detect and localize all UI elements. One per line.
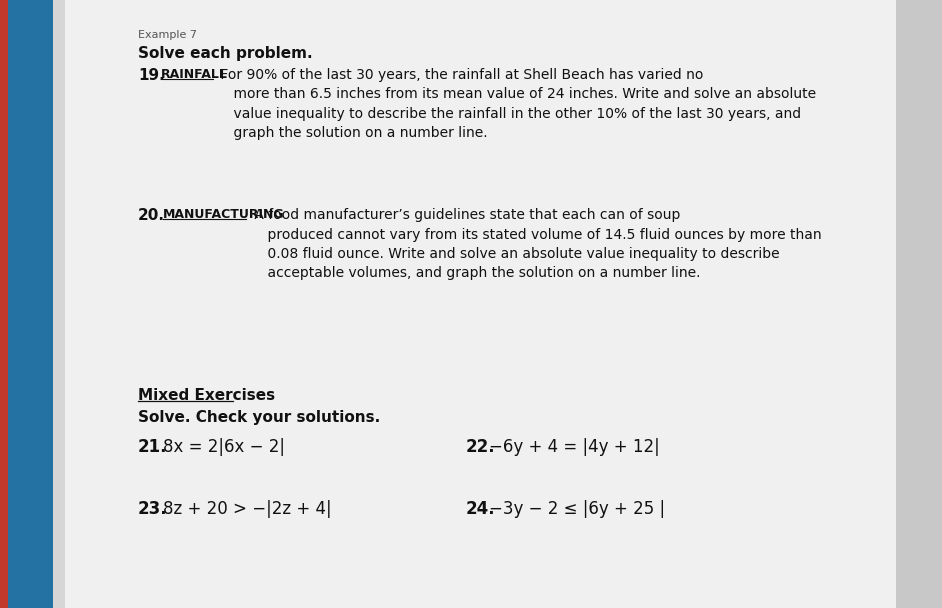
Text: 20.: 20.	[138, 208, 165, 223]
Text: 23.: 23.	[138, 500, 168, 518]
Text: −6y + 4 = |4y + 12|: −6y + 4 = |4y + 12|	[489, 438, 659, 456]
Text: Solve. Check your solutions.: Solve. Check your solutions.	[138, 410, 381, 425]
Text: MANUFACTURING: MANUFACTURING	[163, 208, 284, 221]
Text: For 90% of the last 30 years, the rainfall at Shell Beach has varied no
    more: For 90% of the last 30 years, the rainfa…	[216, 68, 816, 140]
Text: A food manufacturer’s guidelines state that each can of soup
    produced cannot: A food manufacturer’s guidelines state t…	[251, 208, 821, 280]
Bar	[54, 0, 65, 608]
Text: 21.: 21.	[138, 438, 168, 456]
Text: Mixed Exercises: Mixed Exercises	[138, 388, 275, 403]
Text: RAINFALL: RAINFALL	[161, 68, 228, 81]
Text: 8z + 20 > −|2z + 4|: 8z + 20 > −|2z + 4|	[163, 500, 332, 518]
Text: 19.: 19.	[138, 68, 165, 83]
Text: Solve each problem.: Solve each problem.	[138, 46, 313, 61]
Text: Example 7: Example 7	[138, 30, 197, 40]
Text: −3y − 2 ≤ |6y + 25 |: −3y − 2 ≤ |6y + 25 |	[489, 500, 665, 518]
Text: 24.: 24.	[466, 500, 495, 518]
Text: 8x = 2|6x − 2|: 8x = 2|6x − 2|	[163, 438, 284, 456]
Bar	[0, 0, 8, 608]
Bar	[8, 0, 54, 608]
Text: 22.: 22.	[466, 438, 495, 456]
